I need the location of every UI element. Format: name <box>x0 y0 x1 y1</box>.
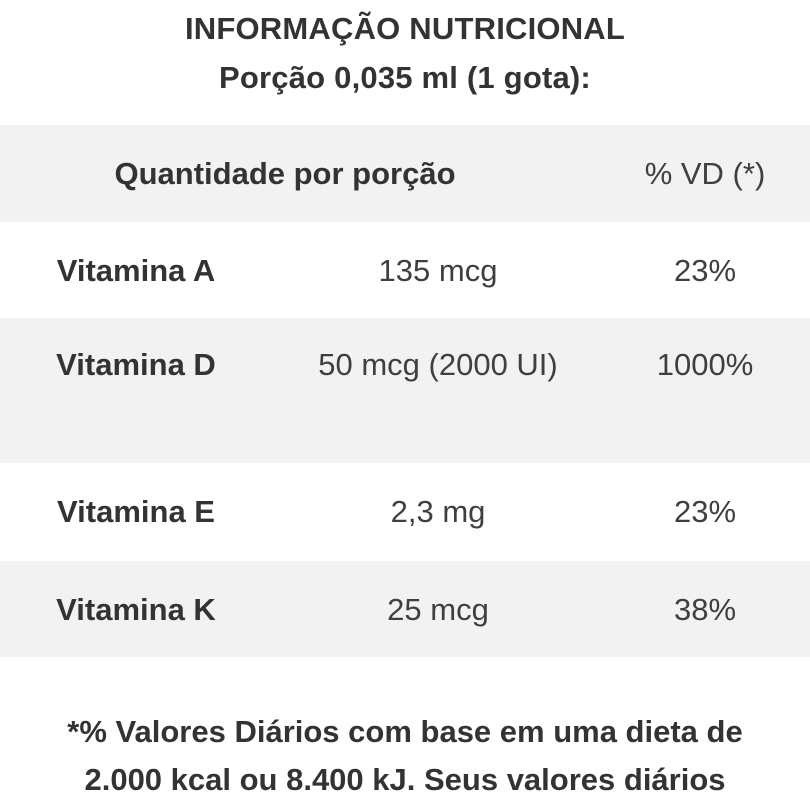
table-header-row: Quantidade por porção % VD (*) <box>0 125 810 222</box>
nutrient-amount: 135 mcg <box>378 253 498 288</box>
nutrient-name: Vitamina E <box>57 494 215 529</box>
nutrient-name: Vitamina K <box>56 592 216 627</box>
nutrient-dv: 23% <box>673 253 737 288</box>
nutrient-amount: 2,3 mg <box>390 494 486 529</box>
column-header-dv: % VD (*) <box>644 156 766 191</box>
nutrient-name: Vitamina D <box>56 347 216 382</box>
nutrient-amount: 25 mcg <box>387 592 489 627</box>
table-row: Vitamina E 2,3 mg 23% <box>0 463 810 561</box>
table-row: Vitamina K 25 mcg 38% <box>0 561 810 657</box>
footnote-line-2: 2.000 kcal ou 8.400 kJ. Seus valores diá… <box>84 762 726 797</box>
footnote-line-1: *% Valores Diários com base em uma dieta… <box>67 714 743 749</box>
nutrient-dv: 1000% <box>656 347 754 382</box>
footnote: *% Valores Diários com base em uma dieta… <box>0 708 810 804</box>
nutrient-name: Vitamina A <box>56 253 216 288</box>
table-row: Vitamina D 50 mcg (2000 UI) 1000% <box>0 318 810 463</box>
nutrition-title: INFORMAÇÃO NUTRICIONAL <box>184 11 626 46</box>
serving-size: Porção 0,035 ml (1 gota): <box>219 60 591 95</box>
nutrient-dv: 38% <box>673 592 737 627</box>
nutrition-table: Quantidade por porção % VD (*) Vitamina … <box>0 125 810 657</box>
nutrient-amount: 50 mcg (2000 UI) <box>318 347 558 382</box>
table-row: Vitamina A 135 mcg 23% <box>0 222 810 318</box>
column-header-quantity: Quantidade por porção <box>114 156 456 191</box>
nutrient-dv: 23% <box>673 494 737 529</box>
